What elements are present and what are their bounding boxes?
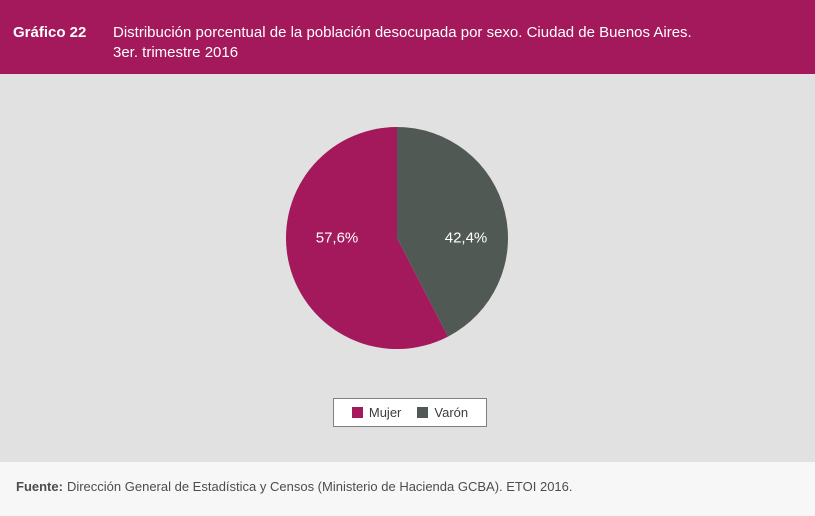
source-footer: Fuente: Dirección General de Estadística …	[0, 462, 815, 516]
chart-title: Distribución porcentual de la población …	[113, 23, 692, 63]
pie-slice-label-varon: 42,4%	[444, 229, 488, 247]
pie-slice-varon	[397, 127, 508, 337]
legend-swatch-varon-icon	[417, 407, 429, 418]
legend-item-mujer: Mujer	[351, 405, 402, 420]
pie-slice-label-mujer: 57,6%	[315, 229, 359, 247]
legend-swatch-mujer-icon	[351, 407, 363, 418]
chart-number-label: Gráfico 22	[13, 24, 87, 41]
chart-title-line1: Distribución porcentual de la población …	[113, 24, 692, 41]
legend: Mujer Varón	[333, 398, 487, 427]
chart-header: Gráfico 22 Distribución porcentual de la…	[0, 0, 815, 74]
chart-title-line2: 3er. trimestre 2016	[113, 44, 239, 61]
plot-area: 57,6% 42,4% Mujer Varón	[0, 74, 815, 462]
pie-slice-mujer	[286, 127, 449, 349]
legend-label-mujer: Mujer	[368, 405, 402, 420]
legend-label-varon: Varón	[434, 405, 469, 420]
legend-item-varon: Varón	[417, 405, 468, 420]
source-label: Fuente:	[16, 479, 63, 494]
source-text: Dirección General de Estadística y Censo…	[66, 479, 573, 494]
pie-chart	[286, 127, 508, 349]
